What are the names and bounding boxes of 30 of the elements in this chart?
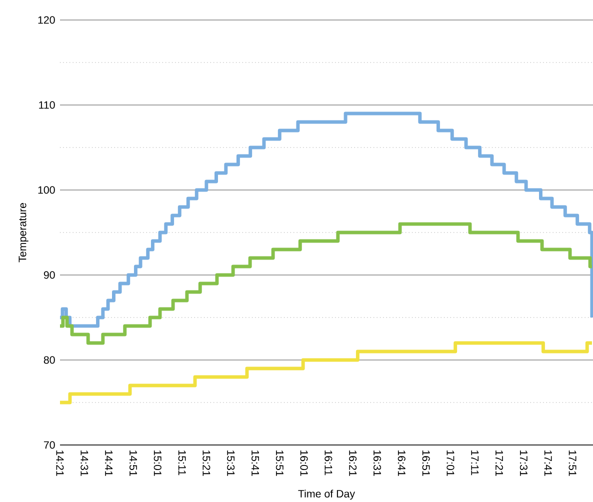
x-tick-label: 14:31 <box>80 450 88 476</box>
x-tick-label: 14:51 <box>129 450 137 476</box>
x-tick-label: 17:31 <box>520 450 528 476</box>
x-tick-label: 17:01 <box>446 450 454 476</box>
x-tick-label: 14:41 <box>105 450 112 476</box>
y-tick-label: 100 <box>38 186 55 194</box>
x-tick-label: 16:31 <box>373 450 382 476</box>
x-tick-label: 17:21 <box>496 450 503 476</box>
x-tick-label: 16:21 <box>349 450 357 476</box>
x-tick-label: 16:01 <box>300 450 308 476</box>
y-axis-title: Temperature <box>18 203 28 262</box>
x-tick-label: 15:11 <box>178 450 186 476</box>
y-tick-label: 70 <box>44 441 55 449</box>
x-tick-label: 15:51 <box>276 450 284 476</box>
x-tick-label: 15:21 <box>202 450 210 476</box>
y-tick-label: 120 <box>38 16 55 24</box>
x-tick-label: 16:41 <box>398 450 406 476</box>
x-tick-label: 15:41 <box>252 450 259 476</box>
x-axis-title: Time of Day <box>298 490 356 500</box>
y-tick-label: 80 <box>44 356 55 364</box>
x-tick-label: 17:11 <box>471 450 479 476</box>
x-tick-label: 15:31 <box>227 450 235 476</box>
x-tick-label: 16:11 <box>324 450 332 476</box>
y-tick-label: 110 <box>39 101 55 109</box>
x-tick-label: 15:01 <box>154 450 162 476</box>
x-tick-label: 16:51 <box>422 450 430 476</box>
x-tick-label: 17:51 <box>568 450 576 476</box>
x-tick-label: 17:41 <box>544 450 552 476</box>
y-tick-label: 90 <box>44 271 55 279</box>
x-tick-label: 14:21 <box>56 450 64 476</box>
